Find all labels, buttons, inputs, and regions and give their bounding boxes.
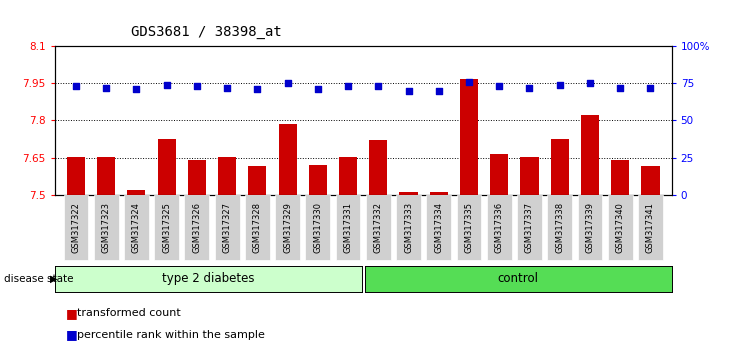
Bar: [158, 139, 176, 195]
Bar: [64, 195, 88, 260]
Text: GSM317335: GSM317335: [464, 202, 474, 253]
Text: ▶: ▶: [50, 274, 57, 284]
Bar: [550, 139, 569, 195]
Point: [191, 83, 203, 89]
Point: [584, 80, 596, 86]
Text: GSM317333: GSM317333: [404, 202, 413, 253]
Point: [615, 85, 626, 91]
Bar: [581, 115, 599, 195]
Bar: [396, 195, 421, 260]
Point: [342, 83, 354, 89]
Bar: [245, 195, 270, 260]
Text: GSM317336: GSM317336: [495, 202, 504, 253]
Text: GSM317339: GSM317339: [585, 202, 594, 253]
Text: control: control: [498, 272, 539, 285]
Text: GSM317332: GSM317332: [374, 202, 383, 253]
Bar: [366, 195, 391, 260]
Point: [131, 86, 142, 92]
Point: [523, 85, 535, 91]
Text: GSM317322: GSM317322: [72, 202, 80, 253]
Point: [312, 86, 323, 92]
Text: transformed count: transformed count: [77, 308, 180, 318]
Text: disease state: disease state: [4, 274, 73, 284]
Bar: [124, 195, 149, 260]
Text: ■: ■: [66, 307, 77, 320]
Bar: [460, 80, 478, 195]
Text: GSM317325: GSM317325: [162, 202, 171, 253]
Point: [493, 83, 505, 89]
Point: [100, 85, 112, 91]
Text: GSM317327: GSM317327: [223, 202, 231, 253]
Text: GSM317323: GSM317323: [101, 202, 111, 253]
Point: [282, 80, 293, 86]
Bar: [577, 195, 602, 260]
Text: GSM317340: GSM317340: [615, 202, 625, 253]
Text: GSM317338: GSM317338: [556, 202, 564, 253]
Point: [645, 85, 656, 91]
Bar: [188, 160, 206, 195]
Point: [161, 82, 172, 87]
Bar: [279, 124, 296, 195]
Point: [372, 83, 384, 89]
Bar: [248, 166, 266, 195]
Bar: [218, 157, 237, 195]
Point: [554, 82, 566, 87]
Bar: [185, 195, 210, 260]
Bar: [275, 195, 300, 260]
Point: [463, 79, 474, 85]
Bar: [399, 192, 418, 195]
Bar: [430, 192, 447, 195]
Text: GSM317326: GSM317326: [193, 202, 201, 253]
Text: percentile rank within the sample: percentile rank within the sample: [77, 330, 264, 339]
Bar: [520, 157, 539, 195]
Bar: [154, 195, 179, 260]
Bar: [369, 140, 388, 195]
Text: ■: ■: [66, 328, 77, 341]
Point: [403, 88, 415, 93]
Text: GSM317324: GSM317324: [132, 202, 141, 253]
Bar: [548, 195, 572, 260]
Bar: [426, 195, 451, 260]
Text: GSM317334: GSM317334: [434, 202, 443, 253]
Text: GDS3681 / 38398_at: GDS3681 / 38398_at: [131, 25, 283, 39]
Point: [70, 83, 82, 89]
Bar: [456, 195, 481, 260]
Text: GSM317337: GSM317337: [525, 202, 534, 253]
Bar: [608, 195, 633, 260]
Point: [221, 85, 233, 91]
Point: [252, 86, 264, 92]
Bar: [638, 195, 663, 260]
Bar: [67, 157, 85, 195]
Bar: [93, 195, 118, 260]
Bar: [309, 165, 327, 195]
Text: GSM317331: GSM317331: [344, 202, 353, 253]
Bar: [339, 157, 357, 195]
Bar: [611, 160, 629, 195]
Bar: [97, 157, 115, 195]
Text: type 2 diabetes: type 2 diabetes: [162, 272, 255, 285]
Bar: [517, 195, 542, 260]
Bar: [336, 195, 361, 260]
Bar: [490, 154, 508, 195]
Bar: [487, 195, 512, 260]
Bar: [215, 195, 239, 260]
Text: GSM317328: GSM317328: [253, 202, 262, 253]
Point: [433, 88, 445, 93]
Text: GSM317329: GSM317329: [283, 202, 292, 253]
Text: GSM317341: GSM317341: [646, 202, 655, 253]
Bar: [305, 195, 330, 260]
Bar: [642, 166, 659, 195]
Bar: [127, 190, 145, 195]
Text: GSM317330: GSM317330: [313, 202, 323, 253]
